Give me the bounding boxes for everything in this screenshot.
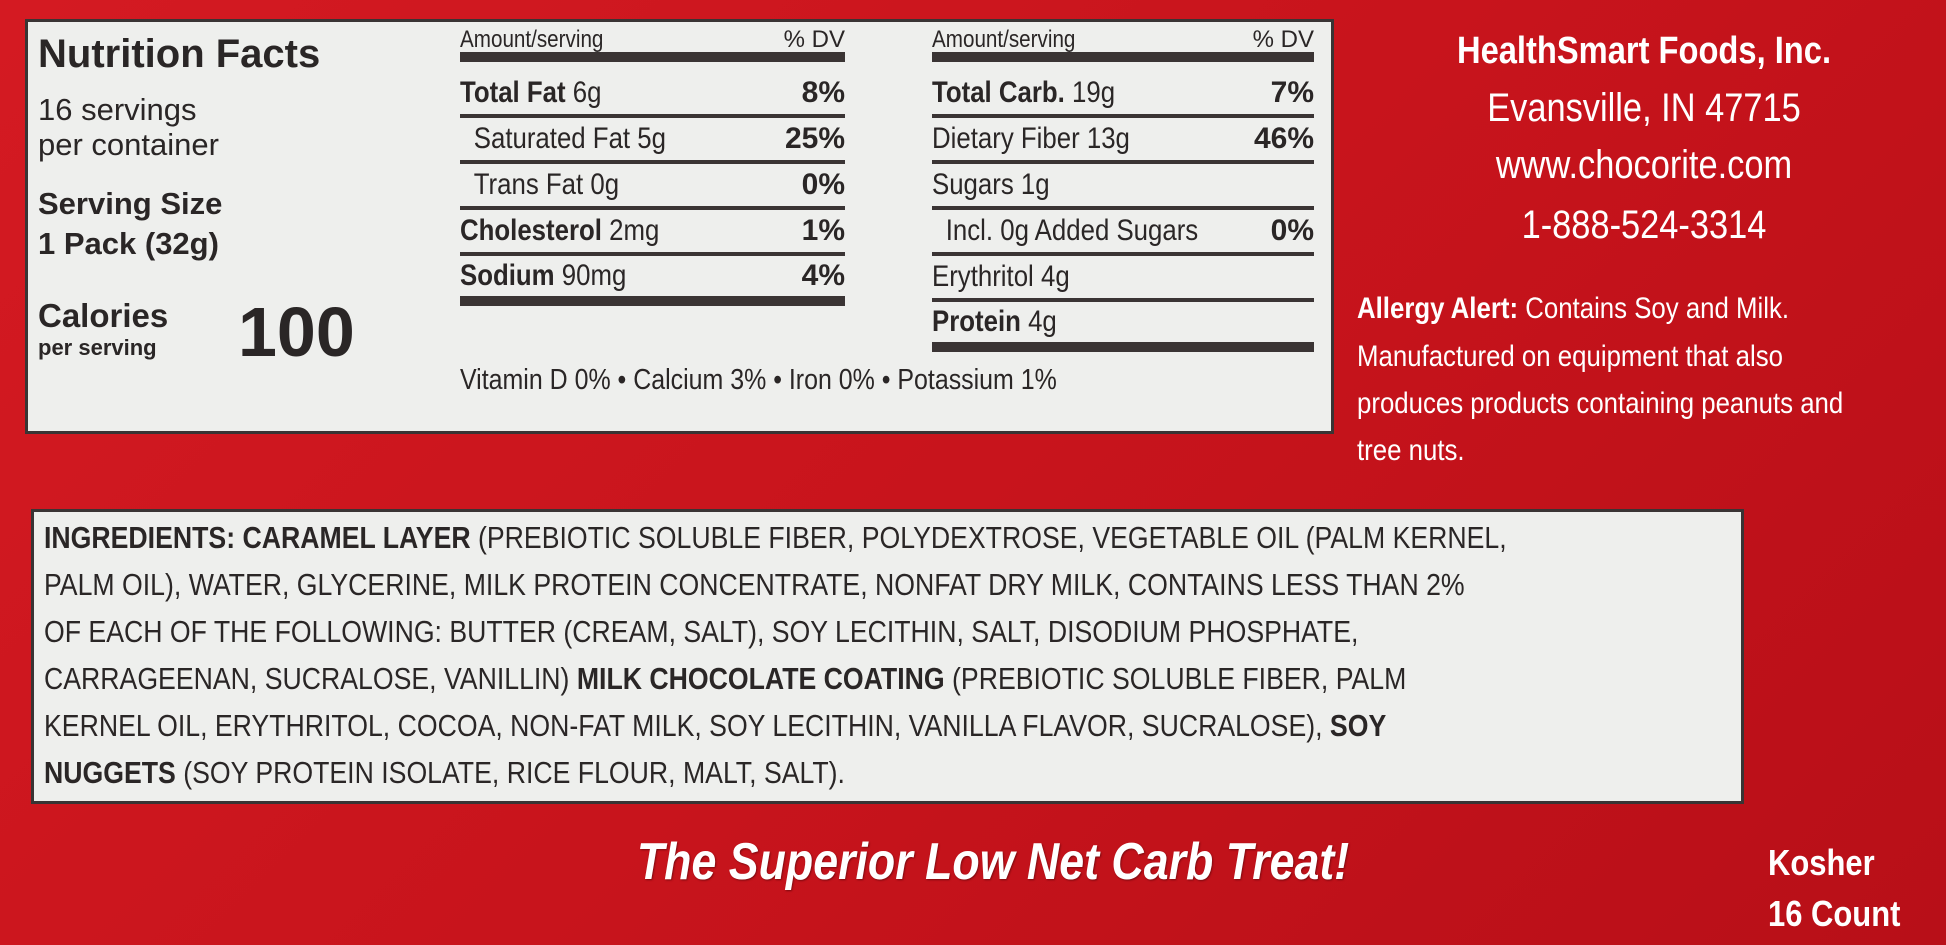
servings-per-container-2: per container <box>38 127 219 162</box>
allergy-line-3: produces products containing peanuts and <box>1357 387 1844 420</box>
nutrient-row: Incl. 0g Added Sugars 0% <box>932 210 1314 256</box>
nutrient-label: Cholesterol <box>460 214 602 247</box>
nutrient-row: Sugars 1g <box>932 164 1314 210</box>
nutrient-amount: 1g <box>1020 168 1050 201</box>
slogan: The Superior Low Net Carb Treat! <box>636 833 1350 891</box>
nutrient-row: Protein 4g <box>932 302 1314 352</box>
allergy-label: Allergy Alert: <box>1357 292 1519 325</box>
nutrient-amount: 5g <box>637 122 666 155</box>
nutrient-amount: 19g <box>1072 76 1116 109</box>
nutrient-name: Total Carb. 19g <box>932 76 1115 110</box>
servings-per-container: 16 servings <box>38 92 197 127</box>
nutrient-label: Dietary Fiber <box>932 122 1080 155</box>
nutrient-label: Total Fat <box>460 76 566 109</box>
nutrient-name: Cholesterol 2mg <box>460 214 659 248</box>
kosher-label: Kosher <box>1768 842 1875 883</box>
nutrient-row: Erythritol 4g <box>932 256 1314 302</box>
amount-header: Amount/serving <box>932 26 1076 53</box>
calories-sub: per serving <box>38 335 157 360</box>
nutrition-title: Nutrition Facts <box>38 32 321 76</box>
vitamins-minerals: Vitamin D 0% • Calcium 3% • Iron 0% • Po… <box>460 364 1057 396</box>
ingredients-line: NUGGETS (SOY PROTEIN ISOLATE, RICE FLOUR… <box>44 755 845 791</box>
allergy-line-1: Allergy Alert: Contains Soy and Milk. <box>1357 292 1789 326</box>
nutrient-name: Erythritol 4g <box>932 260 1070 294</box>
ingredients-line: KERNEL OIL, ERYTHRITOL, COCOA, NON-FAT M… <box>44 708 1386 744</box>
ingredient-heading: SOY <box>1329 708 1387 743</box>
nutrient-amount: 90mg <box>561 259 627 292</box>
nutrient-dv: 25% <box>784 122 845 155</box>
nutrient-dv: 7% <box>1270 76 1314 109</box>
amount-header: Amount/serving <box>460 26 604 53</box>
company-website: www.chocorite.com <box>1495 143 1793 187</box>
nutrient-dv: 4% <box>801 259 845 292</box>
nutrient-amount: 4g <box>1040 260 1070 293</box>
ingredient-text: OF EACH OF THE FOLLOWING: BUTTER (CREAM,… <box>44 614 1359 649</box>
ingredients-line: CARRAGEENAN, SUCRALOSE, VANILLIN) MILK C… <box>44 661 1406 697</box>
ingredients-line: INGREDIENTS: CARAMEL LAYER (PREBIOTIC SO… <box>44 520 1507 556</box>
company-name: HealthSmart Foods, Inc. <box>1456 30 1832 72</box>
nutrient-name: Saturated Fat 5g <box>460 122 666 156</box>
ingredient-heading: NUGGETS <box>44 755 176 790</box>
nutrient-amount: 2mg <box>609 214 660 247</box>
nutrient-dv: 1% <box>801 214 845 247</box>
nutrient-label: Sodium <box>460 259 555 292</box>
nutrient-row: Dietary Fiber 13g 46% <box>932 118 1314 164</box>
allergy-line-4: tree nuts. <box>1357 434 1465 467</box>
ingredient-heading: INGREDIENTS: CARAMEL LAYER <box>44 520 471 555</box>
nutrient-name: Sodium 90mg <box>460 259 626 293</box>
nutrient-name: Incl. 0g Added Sugars <box>932 214 1198 248</box>
nutrient-name: Total Fat 6g <box>460 76 601 110</box>
serving-size-label: Serving Size <box>38 186 223 221</box>
calories-value: 100 <box>238 293 355 371</box>
nutrient-label: Sugars <box>932 168 1014 201</box>
nutrient-amount: 4g <box>1028 305 1057 338</box>
company-phone: 1-888-524-3314 <box>1521 203 1767 247</box>
nutrient-label: Trans Fat <box>473 168 584 201</box>
nutrient-row: Trans Fat 0g 0% <box>460 164 845 210</box>
nutrient-dv: 0% <box>801 168 845 201</box>
calories-label: Calories <box>38 297 169 334</box>
dv-header: % DV <box>783 26 845 53</box>
allergy-text: Contains Soy and Milk. <box>1518 292 1790 325</box>
allergy-line-2: Manufactured on equipment that also <box>1357 340 1783 373</box>
ingredient-text: (PREBIOTIC SOLUBLE FIBER, PALM <box>944 661 1407 696</box>
nutrient-name: Sugars 1g <box>932 168 1050 202</box>
serving-size-value: 1 Pack (32g) <box>38 226 219 261</box>
nutrient-name: Protein 4g <box>932 305 1057 339</box>
nutrient-amount: 6g <box>572 76 602 109</box>
company-city: Evansville, IN 47715 <box>1487 86 1801 130</box>
nutrient-label: Erythritol <box>932 260 1034 293</box>
nutrient-amount: 13g <box>1086 122 1130 155</box>
nutrient-row: Sodium 90mg 4% <box>460 256 845 306</box>
nutrient-header: Amount/serving % DV <box>932 26 1314 62</box>
nutrient-label: Total Carb. <box>932 76 1065 109</box>
ingredient-text: (SOY PROTEIN ISOLATE, RICE FLOUR, MALT, … <box>175 755 845 790</box>
ingredient-text: KERNEL OIL, ERYTHRITOL, COCOA, NON-FAT M… <box>44 708 1330 743</box>
nutrient-header: Amount/serving % DV <box>460 26 845 62</box>
ingredients-line: OF EACH OF THE FOLLOWING: BUTTER (CREAM,… <box>44 614 1358 650</box>
nutrient-row: Total Carb. 19g 7% <box>932 72 1314 118</box>
nutrient-row: Cholesterol 2mg 1% <box>460 210 845 256</box>
ingredient-text: PALM OIL), WATER, GLYCERINE, MILK PROTEI… <box>44 567 1465 602</box>
count-label: 16 Count <box>1768 893 1901 934</box>
nutrient-dv: 0% <box>1270 214 1314 247</box>
nutrient-label: Saturated Fat <box>473 122 631 155</box>
nutrient-name: Trans Fat 0g <box>460 168 619 202</box>
nutrient-row: Saturated Fat 5g 25% <box>460 118 845 164</box>
ingredients-panel: INGREDIENTS: CARAMEL LAYER (PREBIOTIC SO… <box>31 509 1744 804</box>
ingredient-text: CARRAGEENAN, SUCRALOSE, VANILLIN) <box>44 661 577 696</box>
nutrient-label: Incl. 0g Added Sugars <box>945 214 1199 247</box>
ingredient-heading: MILK CHOCOLATE COATING <box>576 661 945 696</box>
dv-header: % DV <box>1252 26 1314 53</box>
nutrient-row: Total Fat 6g 8% <box>460 72 845 118</box>
nutrient-label: Protein <box>932 305 1021 338</box>
ingredient-text: (PREBIOTIC SOLUBLE FIBER, POLYDEXTROSE, … <box>470 520 1507 555</box>
nutrient-dv: 46% <box>1253 122 1314 155</box>
ingredients-line: PALM OIL), WATER, GLYCERINE, MILK PROTEI… <box>44 567 1465 603</box>
nutrition-facts-panel: Nutrition Facts 16 servings per containe… <box>25 19 1334 434</box>
nutrient-amount: 0g <box>590 168 620 201</box>
nutrient-dv: 8% <box>801 76 845 109</box>
nutrient-name: Dietary Fiber 13g <box>932 122 1130 156</box>
